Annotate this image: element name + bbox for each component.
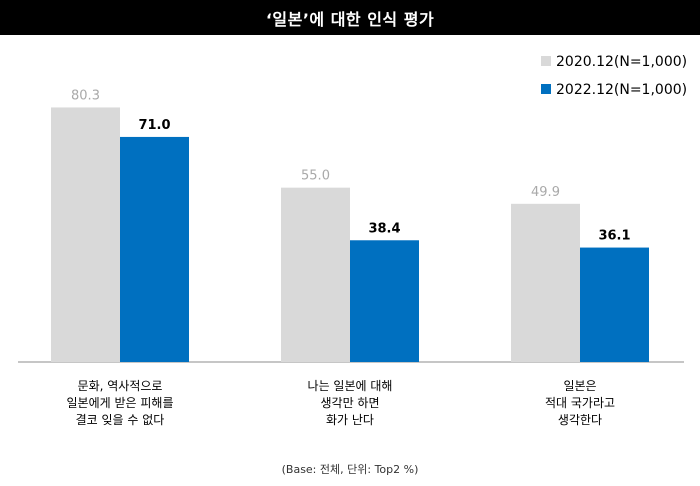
bar-2020-1 [51, 107, 120, 362]
value-label-2022-1: 71.0 [138, 118, 170, 133]
category-label-1-line-2: 일본에게 받은 피해를 [67, 396, 174, 410]
category-label-1-line-1: 문화, 역사적으로 [78, 379, 163, 393]
chart-title: ‘일본’에 대한 인식 평가 [0, 0, 700, 35]
bar-2022-2 [350, 240, 419, 362]
category-label-1-line-3: 결코 잊을 수 없다 [76, 413, 165, 427]
category-label-3-line-1: 일본은 [563, 379, 596, 393]
category-label-2-line-3: 화가 난다 [326, 413, 374, 427]
legend-swatch-2020 [541, 56, 551, 66]
category-label-3-line-3: 생각한다 [558, 413, 602, 427]
value-label-2022-2: 38.4 [368, 221, 400, 236]
value-label-2022-3: 36.1 [598, 229, 630, 244]
bar-2020-3 [511, 203, 580, 362]
bar-2022-3 [580, 247, 649, 362]
legend-label-2022: 2022.12(N=1,000) [556, 82, 687, 98]
value-label-2020-3: 49.9 [531, 185, 560, 200]
bar-2022-1 [120, 136, 189, 362]
legend-label-2020: 2020.12(N=1,000) [556, 54, 687, 70]
category-label-2-line-1: 나는 일본에 대해 [308, 379, 393, 393]
category-label-2-line-2: 생각만 하면 [320, 396, 379, 410]
category-label-3-line-2: 적대 국가라고 [545, 396, 615, 410]
legend-swatch-2022 [541, 84, 551, 94]
value-label-2020-2: 55.0 [301, 169, 330, 184]
value-label-2020-1: 80.3 [71, 88, 100, 103]
chart-footnote: (Base: 전체, 단위: Top2 %) [281, 463, 419, 476]
bar-2020-2 [281, 187, 350, 362]
